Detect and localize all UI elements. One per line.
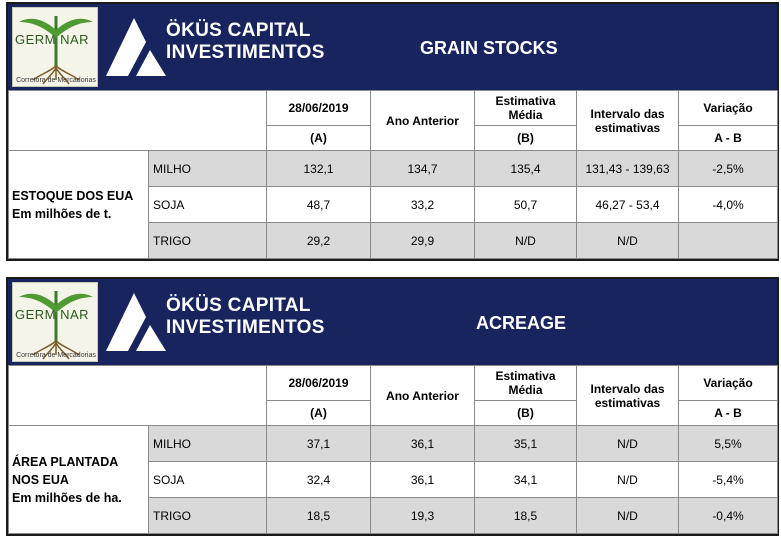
table-row: TRIGO 29,2 29,9 N/D N/D bbox=[9, 222, 778, 259]
table-row: TRIGO 18,5 19,3 18,5 N/D -0,4% bbox=[9, 497, 778, 534]
logo-wordmark: GERM NAR bbox=[15, 32, 90, 47]
panel-header: GERM NAR Corretora de Mercadorias ÖKÜS C… bbox=[8, 4, 777, 90]
brand-name: ÖKÜS CAPITAL INVESTIMENTOS bbox=[166, 20, 325, 64]
cell-est: 135,4 bbox=[474, 150, 577, 187]
logo-wordmark: GERM NAR bbox=[15, 307, 90, 322]
corner-cell bbox=[8, 365, 267, 426]
col-sub-est: (B) bbox=[474, 125, 577, 151]
germinar-logo: GERM NAR Corretora de Mercadorias bbox=[12, 282, 98, 362]
table-row: ESTOQUE DOS EUA Em milhões de t. MILHO 1… bbox=[8, 150, 778, 259]
col-header-est: Estimativa Média bbox=[474, 90, 577, 126]
brand-name: ÖKÜS CAPITAL INVESTIMENTOS bbox=[166, 295, 325, 339]
logo-subtitle: Corretora de Mercadorias bbox=[16, 352, 96, 359]
table-row: ÁREA PLANTADA NOS EUA Em milhões de ha. … bbox=[8, 425, 778, 534]
cell-date: 29,2 bbox=[266, 222, 371, 259]
cell-var: -0,4% bbox=[678, 497, 778, 534]
group-line-2: Em milhões de t. bbox=[12, 206, 112, 221]
cell-range: N/D bbox=[576, 461, 679, 498]
report-title: GRAIN STOCKS bbox=[420, 38, 558, 58]
cell-est: 34,1 bbox=[474, 461, 577, 498]
cell-est: 35,1 bbox=[474, 425, 577, 462]
col-header-var: Variação bbox=[678, 90, 778, 126]
germinar-logo: GERM NAR Corretora de Mercadorias bbox=[12, 7, 98, 87]
okus-triangle-icon bbox=[106, 14, 168, 85]
cell-var: -5,4% bbox=[678, 461, 778, 498]
cell-range: N/D bbox=[576, 497, 679, 534]
cell-prev: 134,7 bbox=[370, 150, 475, 187]
crop-name: SOJA bbox=[148, 186, 267, 223]
col-header-range: Intervalo das estimativas bbox=[576, 90, 679, 151]
brand-line-2: INVESTIMENTOS bbox=[166, 42, 325, 63]
col-header-date: 28/06/2019 bbox=[266, 365, 371, 401]
row-group-label: ESTOQUE DOS EUA Em milhões de t. bbox=[8, 150, 149, 259]
cell-date: 48,7 bbox=[266, 186, 371, 223]
col-sub-var: A - B bbox=[678, 400, 778, 426]
cell-var: -2,5% bbox=[678, 150, 778, 187]
cell-range: 46,27 - 53,4 bbox=[576, 186, 679, 223]
acreage-table: 28/06/2019 Ano Anterior Estimativa Média… bbox=[8, 365, 778, 534]
crop-name: TRIGO bbox=[148, 222, 267, 259]
cell-prev: 29,9 bbox=[370, 222, 475, 259]
group-line-1: ÁREA PLANTADA bbox=[12, 454, 119, 469]
crop-name: MILHO bbox=[148, 425, 267, 462]
group-line-2: NOS EUA bbox=[12, 472, 69, 487]
col-header-est: Estimativa Média bbox=[474, 365, 577, 401]
group-line-1: ESTOQUE DOS EUA bbox=[12, 188, 134, 203]
table-row: SOJA 48,7 33,2 50,7 46,27 - 53,4 -4,0% bbox=[9, 186, 778, 223]
cell-est: 18,5 bbox=[474, 497, 577, 534]
col-header-date: 28/06/2019 bbox=[266, 90, 371, 126]
col-sub-date: (A) bbox=[266, 125, 371, 151]
acreage-panel: GERM NAR Corretora de Mercadorias ÖKÜS C… bbox=[6, 277, 779, 536]
brand-line-2: INVESTIMENTOS bbox=[166, 317, 325, 338]
col-header-prev: Ano Anterior bbox=[370, 365, 475, 426]
row-group-label: ÁREA PLANTADA NOS EUA Em milhões de ha. bbox=[8, 425, 149, 534]
cell-est: N/D bbox=[474, 222, 577, 259]
cell-prev: 19,3 bbox=[370, 497, 475, 534]
col-header-prev: Ano Anterior bbox=[370, 90, 475, 151]
cell-range: N/D bbox=[576, 425, 679, 462]
col-header-var: Variação bbox=[678, 365, 778, 401]
report-title: ACREAGE bbox=[476, 313, 567, 333]
cell-prev: 36,1 bbox=[370, 425, 475, 462]
cell-est: 50,7 bbox=[474, 186, 577, 223]
cell-var: 5,5% bbox=[678, 425, 778, 462]
okus-triangle-icon bbox=[106, 289, 168, 360]
grain-stocks-panel: GERM NAR Corretora de Mercadorias ÖKÜS C… bbox=[6, 2, 779, 261]
cell-prev: 36,1 bbox=[370, 461, 475, 498]
col-sub-est: (B) bbox=[474, 400, 577, 426]
col-header-range: Intervalo das estimativas bbox=[576, 365, 679, 426]
cell-date: 32,4 bbox=[266, 461, 371, 498]
cell-date: 18,5 bbox=[266, 497, 371, 534]
logo-subtitle: Corretora de Mercadorias bbox=[16, 77, 96, 84]
cell-date: 132,1 bbox=[266, 150, 371, 187]
crop-name: MILHO bbox=[148, 150, 267, 187]
cell-range: N/D bbox=[576, 222, 679, 259]
cell-date: 37,1 bbox=[266, 425, 371, 462]
corner-cell bbox=[8, 90, 267, 151]
cell-var bbox=[678, 222, 778, 259]
group-line-3: Em milhões de ha. bbox=[12, 490, 122, 505]
col-sub-var: A - B bbox=[678, 125, 778, 151]
cell-prev: 33,2 bbox=[370, 186, 475, 223]
crop-name: SOJA bbox=[148, 461, 267, 498]
grain-stocks-table: 28/06/2019 Ano Anterior Estimativa Média… bbox=[8, 90, 778, 259]
panel-header: GERM NAR Corretora de Mercadorias ÖKÜS C… bbox=[8, 279, 777, 365]
brand-line-1: ÖKÜS CAPITAL bbox=[166, 295, 311, 316]
col-sub-date: (A) bbox=[266, 400, 371, 426]
brand-line-1: ÖKÜS CAPITAL bbox=[166, 20, 311, 41]
crop-name: TRIGO bbox=[148, 497, 267, 534]
cell-range: 131,43 - 139,63 bbox=[576, 150, 679, 187]
cell-var: -4,0% bbox=[678, 186, 778, 223]
